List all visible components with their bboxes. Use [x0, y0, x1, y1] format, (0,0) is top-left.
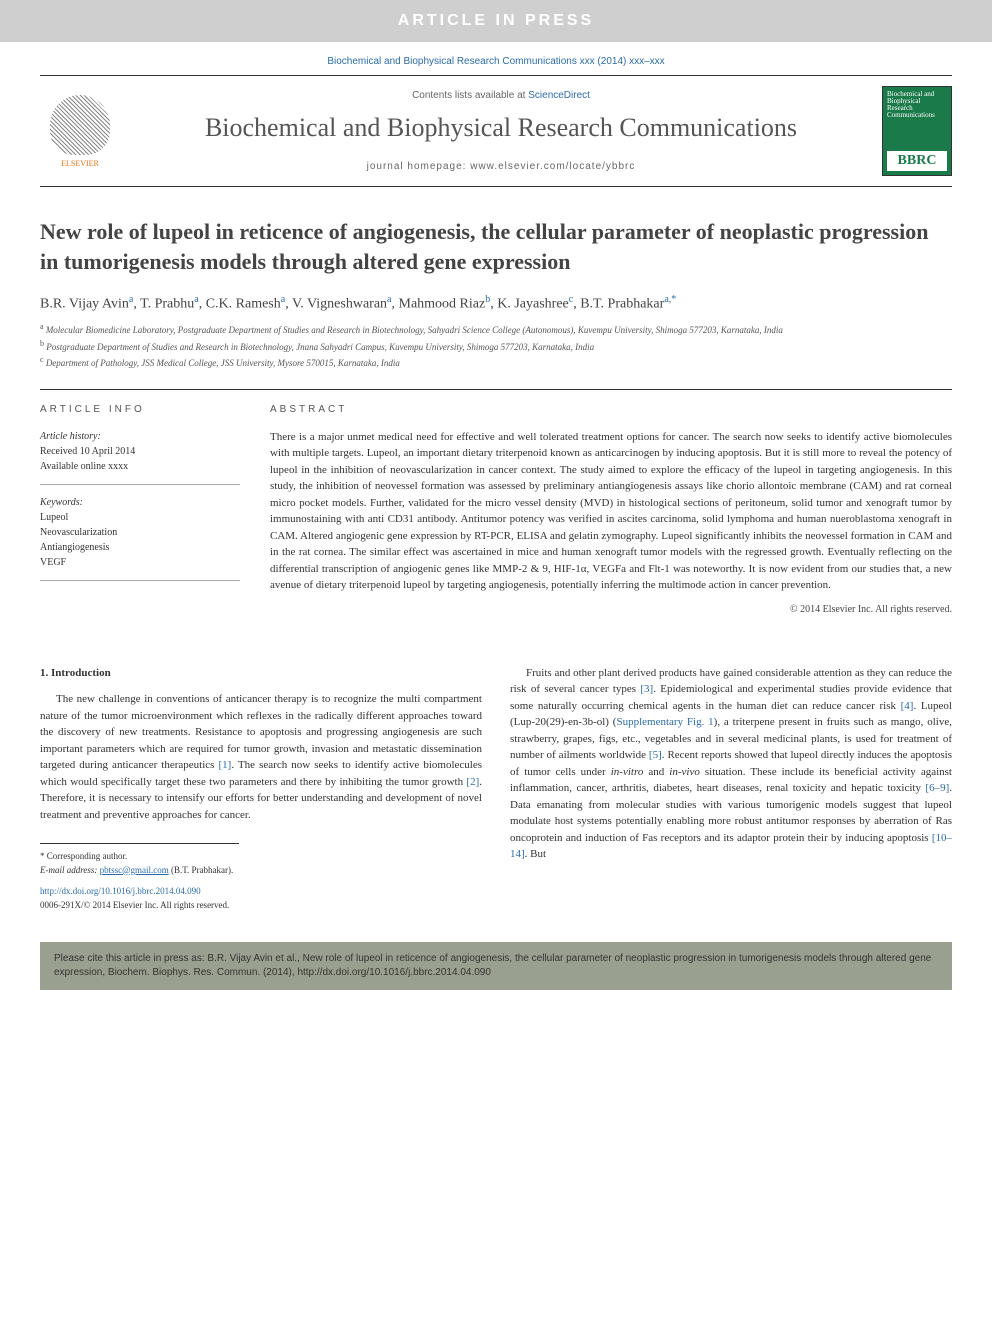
doi-block: http://dx.doi.org/10.1016/j.bbrc.2014.04… [40, 885, 482, 912]
homepage-url[interactable]: www.elsevier.com/locate/ybbrc [470, 161, 635, 172]
affiliations: a Molecular Biomedicine Laboratory, Post… [40, 321, 952, 371]
affiliation-line: b Postgraduate Department of Studies and… [40, 338, 952, 355]
keyword: Lupeol [40, 510, 240, 525]
article-history-block: Article history: Received 10 April 2014 … [40, 429, 240, 485]
contents-available-line: Contents lists available at ScienceDirec… [120, 90, 882, 101]
elsevier-tree-icon [50, 95, 110, 155]
homepage-line: journal homepage: www.elsevier.com/locat… [120, 161, 882, 172]
affiliation-line: c Department of Pathology, JSS Medical C… [40, 354, 952, 371]
intro-paragraph-2: Fruits and other plant derived products … [510, 665, 952, 863]
sciencedirect-link[interactable]: ScienceDirect [528, 90, 590, 101]
ref-link[interactable]: [10–14] [510, 832, 952, 861]
email-suffix: (B.T. Prabhakar). [169, 865, 234, 875]
doi-link[interactable]: http://dx.doi.org/10.1016/j.bbrc.2014.04… [40, 886, 201, 896]
right-column: Fruits and other plant derived products … [510, 665, 952, 913]
cover-journal-text: Biochemical and Biophysical Research Com… [887, 91, 947, 119]
introduction-heading: 1. Introduction [40, 665, 482, 682]
ref-link[interactable]: [1] [219, 759, 232, 771]
supp-fig-link[interactable]: Supplementary Fig. 1 [616, 716, 713, 728]
received-date: Received 10 April 2014 [40, 444, 240, 459]
journal-header-box: ELSEVIER Contents lists available at Sci… [40, 75, 952, 187]
email-link[interactable]: pbtssc@gmail.com [100, 865, 169, 875]
ref-link[interactable]: [5] [649, 749, 662, 761]
elsevier-label: ELSEVIER [61, 159, 99, 168]
email-label: E-mail address: [40, 865, 100, 875]
article-info-heading: ARTICLE INFO [40, 404, 240, 415]
ref-link[interactable]: [2] [466, 776, 479, 788]
abstract-text: There is a major unmet medical need for … [270, 429, 952, 594]
available-online: Available online xxxx [40, 459, 240, 474]
email-line: E-mail address: pbtssc@gmail.com (B.T. P… [40, 864, 239, 878]
cover-bbrc-label: BBRC [887, 151, 947, 171]
keyword: Neovascularization [40, 525, 240, 540]
article-in-press-banner: ARTICLE IN PRESS [0, 0, 992, 42]
bottom-citation-box: Please cite this article in press as: B.… [40, 942, 952, 990]
issn-copyright: 0006-291X/© 2014 Elsevier Inc. All right… [40, 899, 482, 913]
abstract-copyright: © 2014 Elsevier Inc. All rights reserved… [270, 604, 952, 615]
intro-paragraph-1: The new challenge in conventions of anti… [40, 691, 482, 823]
authors-line: B.R. Vijay Avina, T. Prabhua, C.K. Rames… [40, 294, 952, 313]
abstract-heading: ABSTRACT [270, 404, 952, 415]
history-label: Article history: [40, 429, 240, 444]
homepage-prefix: journal homepage: [367, 161, 471, 172]
article-title: New role of lupeol in reticence of angio… [40, 217, 952, 276]
keywords-block: Keywords: LupeolNeovascularizationAntian… [40, 495, 240, 581]
ref-link[interactable]: [3] [640, 683, 653, 695]
journal-name: Biochemical and Biophysical Research Com… [120, 113, 882, 143]
contents-prefix: Contents lists available at [412, 90, 528, 101]
corresponding-author: * Corresponding author. [40, 850, 239, 864]
abstract-column: ABSTRACT There is a major unmet medical … [270, 404, 952, 615]
left-column: 1. Introduction The new challenge in con… [40, 665, 482, 913]
ref-link[interactable]: [4] [901, 700, 914, 712]
journal-cover-thumbnail: Biochemical and Biophysical Research Com… [882, 86, 952, 176]
ref-link[interactable]: [6–9] [925, 782, 949, 794]
keyword: VEGF [40, 555, 240, 570]
body-columns: 1. Introduction The new challenge in con… [40, 665, 952, 913]
article-info-column: ARTICLE INFO Article history: Received 1… [40, 404, 240, 615]
citation-top: Biochemical and Biophysical Research Com… [0, 42, 992, 75]
keywords-label: Keywords: [40, 495, 240, 510]
affiliation-line: a Molecular Biomedicine Laboratory, Post… [40, 321, 952, 338]
elsevier-logo: ELSEVIER [40, 86, 120, 176]
footnotes: * Corresponding author. E-mail address: … [40, 843, 239, 877]
keyword: Antiangiogenesis [40, 540, 240, 555]
